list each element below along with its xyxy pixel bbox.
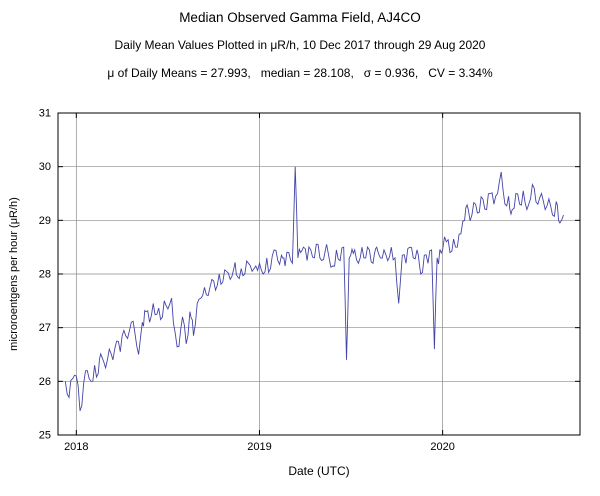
x-tick-label: 2019 xyxy=(247,441,271,453)
y-tick-label: 29 xyxy=(39,215,51,227)
y-tick-label: 28 xyxy=(39,269,51,281)
series-line-daily-mean-gamma xyxy=(64,166,564,412)
x-tick-label: 2020 xyxy=(430,441,454,453)
y-tick-label: 31 xyxy=(39,108,51,120)
x-axis-label: Date (UTC) xyxy=(288,464,350,478)
y-tick-label: 27 xyxy=(39,322,51,334)
y-axis-label: microroentgens per hour (μR/h) xyxy=(8,197,20,351)
x-tick-label: 2018 xyxy=(64,441,88,453)
chart-subtitle: Daily Mean Values Plotted in μR/h, 10 De… xyxy=(114,38,486,52)
y-tick-label: 30 xyxy=(39,161,51,173)
chart-title: Median Observed Gamma Field, AJ4CO xyxy=(179,10,421,25)
y-tick-label: 26 xyxy=(39,376,51,388)
y-tick-label: 25 xyxy=(39,430,51,442)
gamma-time-series-plot: 25 26 27 28 29 30 31 2018 2019 2020 xyxy=(39,108,581,453)
chart-stats-line: μ of Daily Means = 27.993, median = 28.1… xyxy=(107,66,493,80)
